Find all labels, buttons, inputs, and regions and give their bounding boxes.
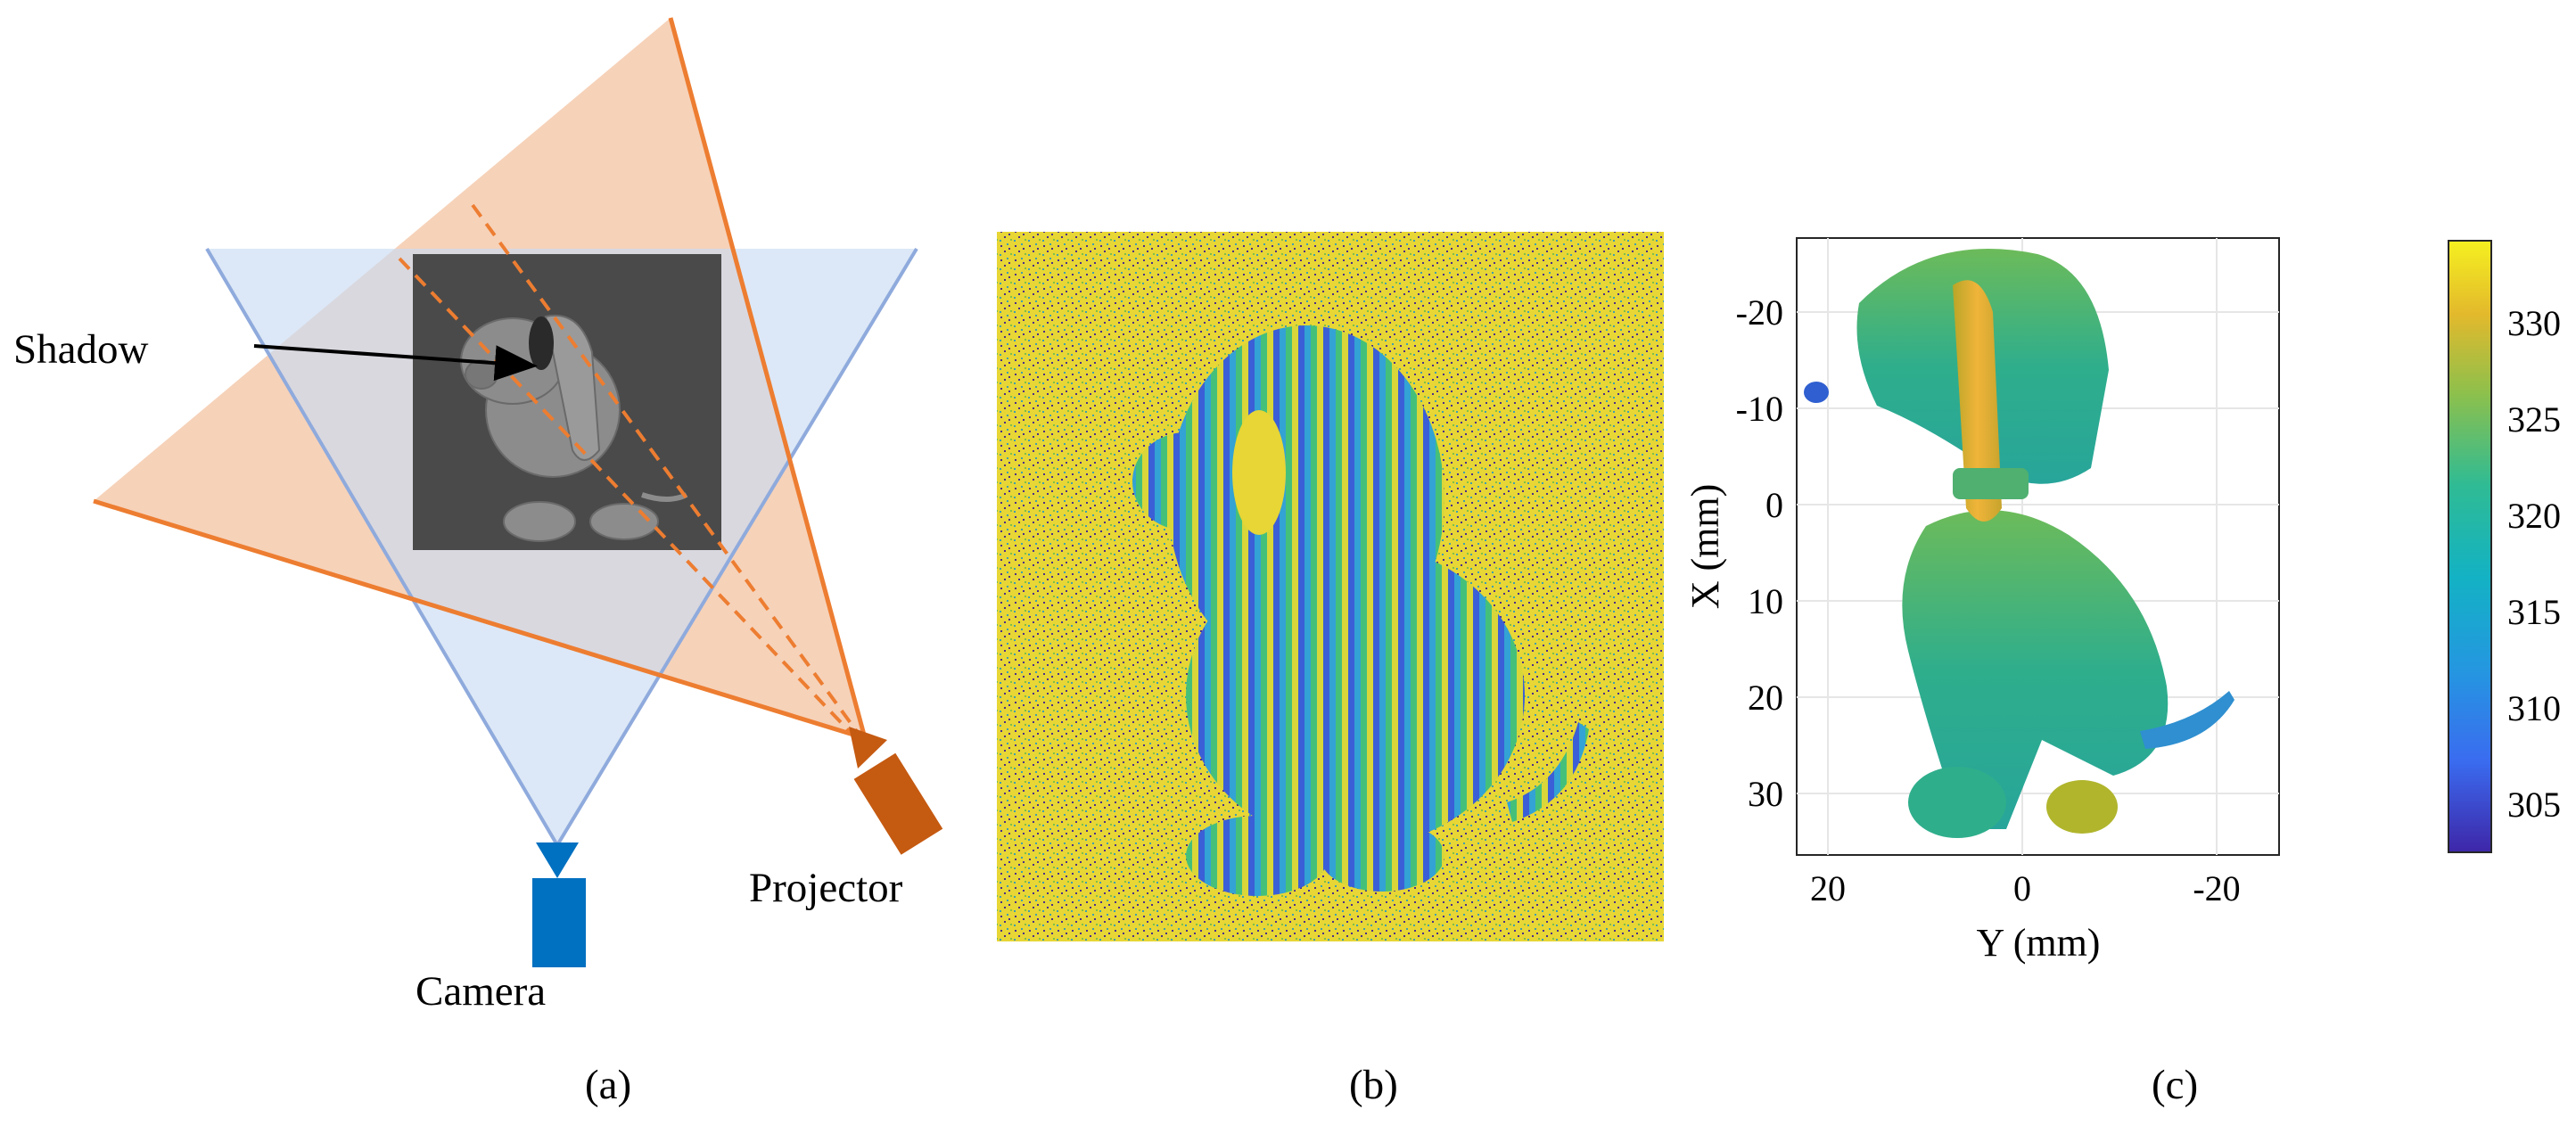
ear-shadow <box>529 316 554 370</box>
camera-label: Camera <box>416 968 546 1015</box>
phase-map-dog <box>1132 325 1589 896</box>
camera-lens <box>536 842 579 878</box>
shadow-ray-2 <box>398 257 856 738</box>
colorbar <box>2448 240 2492 853</box>
panel-b: (b) <box>997 232 1664 1108</box>
colorbar-tick: 315 <box>2507 592 2561 632</box>
phase-map-shadow <box>1232 410 1286 535</box>
panel-a: Shadow Projector Camera (a) <box>13 17 943 1108</box>
y-tick: -10 <box>1736 389 1783 429</box>
shadow-arrow <box>253 344 538 382</box>
projector-icon <box>853 752 943 855</box>
camera-icon <box>532 878 586 967</box>
y-tick: 30 <box>1748 774 1783 814</box>
colorbar-ticks: 330 325 320 315 310 305 <box>2507 303 2561 825</box>
x-tick: 0 <box>2013 868 2031 908</box>
projector-ray-bottom <box>93 498 866 741</box>
caption-b: (b) <box>1349 1062 1398 1108</box>
projector-ray-top <box>668 17 868 739</box>
colorbar-tick: 330 <box>2507 303 2561 343</box>
x-tick: 20 <box>1810 868 1846 908</box>
y-axis-ticks: -20 -10 0 10 20 30 <box>1736 292 1783 814</box>
point-cloud-dog <box>1804 249 2234 838</box>
y-tick: 20 <box>1748 678 1783 718</box>
caption-a: (a) <box>585 1062 631 1108</box>
y-tick: 0 <box>1765 485 1783 525</box>
colorbar-tick: 325 <box>2507 399 2561 440</box>
y-axis-label: X (mm) <box>1683 484 1727 610</box>
projector-label: Projector <box>749 865 903 911</box>
y-tick: 10 <box>1748 581 1783 621</box>
colorbar-tick: 320 <box>2507 496 2561 536</box>
shadow-label: Shadow <box>13 326 149 373</box>
shadow-ray-1 <box>471 203 860 735</box>
colorbar-tick: 305 <box>2507 785 2561 825</box>
camera-cone-edge-right <box>556 247 918 847</box>
panel-c: -20 -10 0 10 20 30 20 0 -20 Y (mm) X (mm… <box>1683 237 2561 1108</box>
caption-c: (c) <box>2152 1062 2198 1108</box>
x-axis-label: Y (mm) <box>1977 921 2101 965</box>
colorbar-tick: 310 <box>2507 688 2561 728</box>
x-tick: -20 <box>2193 868 2240 908</box>
x-axis-ticks: 20 0 -20 <box>1810 868 2241 908</box>
projector-lens <box>849 727 887 768</box>
y-tick: -20 <box>1736 292 1783 333</box>
